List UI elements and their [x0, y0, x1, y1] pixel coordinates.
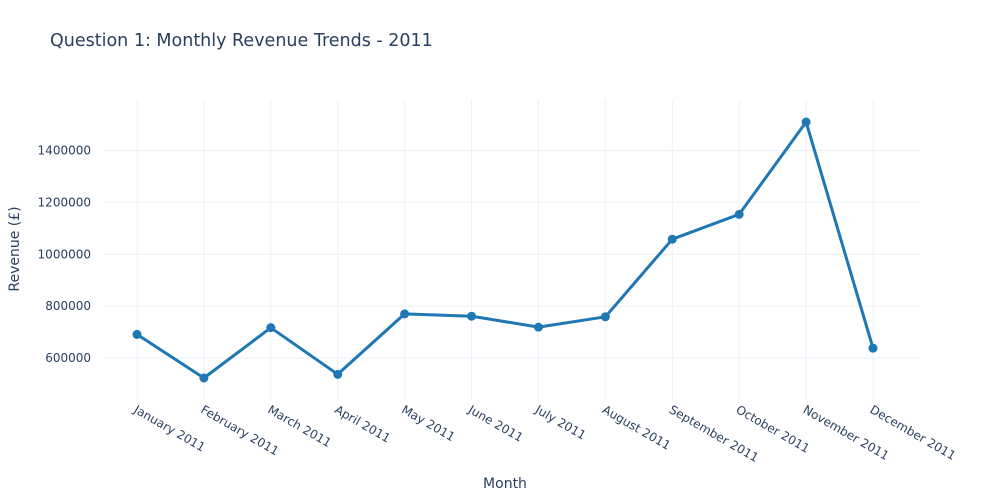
data-point[interactable] — [734, 209, 744, 219]
y-tick-label: 1400000 — [38, 144, 91, 158]
data-point[interactable] — [132, 329, 142, 339]
y-tick-labels: 600000 800000 1000000 1200000 1400000 — [38, 144, 91, 365]
x-axis-title: Month — [483, 476, 527, 492]
series-points[interactable] — [132, 117, 878, 383]
y-tick-label: 600000 — [45, 351, 91, 365]
data-point[interactable] — [801, 117, 811, 127]
data-point[interactable] — [667, 234, 677, 244]
x-tick-label: August 2011 — [600, 402, 673, 452]
y-tick-label: 800000 — [45, 299, 91, 313]
grid-layer — [105, 100, 920, 400]
x-tick-label: April 2011 — [332, 402, 393, 445]
x-tick-label: May 2011 — [399, 402, 457, 444]
x-tick-label: July 2011 — [532, 402, 588, 443]
series-line — [136, 120, 875, 380]
x-tick-label: June 2011 — [465, 402, 525, 445]
data-point[interactable] — [868, 343, 878, 353]
data-point[interactable] — [600, 312, 610, 322]
data-point[interactable] — [533, 322, 543, 332]
y-tick-label: 1000000 — [38, 247, 91, 261]
x-tick-label: January 2011 — [131, 402, 208, 455]
data-point[interactable] — [333, 369, 343, 379]
y-tick-label: 1200000 — [38, 195, 91, 209]
y-axis-title: Revenue (£) — [7, 206, 23, 291]
data-point[interactable] — [400, 309, 410, 319]
data-point[interactable] — [199, 373, 209, 383]
data-point[interactable] — [467, 311, 477, 321]
data-point[interactable] — [266, 323, 276, 333]
chart-title: Question 1: Monthly Revenue Trends - 201… — [50, 31, 433, 51]
